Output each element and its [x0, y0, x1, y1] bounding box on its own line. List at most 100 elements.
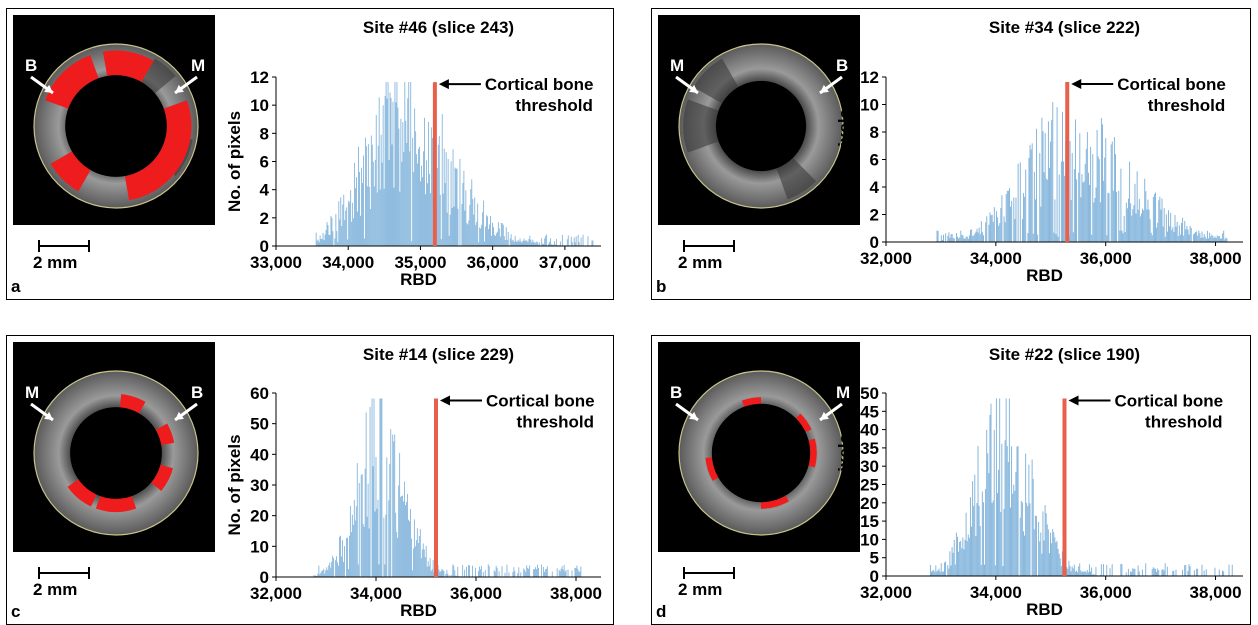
histogram-bar [1213, 237, 1215, 242]
chart-mark [44, 411, 53, 420]
histogram-bar [508, 572, 510, 577]
histogram-bar [1081, 571, 1083, 576]
histogram-bar [1003, 216, 1005, 242]
annotation-arrow-icon [440, 395, 482, 406]
histogram-bar [1099, 202, 1101, 242]
histogram-bar [1203, 570, 1205, 576]
histogram-bar [319, 235, 321, 246]
histogram-bar [1070, 199, 1072, 242]
histogram-bar [1015, 197, 1017, 242]
histogram-bar [452, 149, 454, 246]
histogram-bar [383, 188, 385, 246]
histogram-bar [545, 235, 547, 246]
histogram-bar [1074, 571, 1076, 576]
histogram-bar [357, 564, 359, 577]
histogram-bar [1205, 238, 1207, 242]
y-tick-label: 10 [860, 96, 879, 115]
histogram-bar [1120, 168, 1122, 242]
histogram-bar [1095, 187, 1097, 242]
histogram-bars [313, 398, 582, 577]
histogram-bar [358, 482, 360, 577]
chart-mark [175, 84, 184, 93]
histogram-bar [373, 398, 375, 577]
histogram-bar [1031, 459, 1033, 576]
histogram-bar [1053, 532, 1055, 576]
histogram-bar [1184, 565, 1186, 576]
histogram-bar [482, 571, 484, 577]
histogram-bar [544, 569, 546, 577]
histogram-bar [321, 570, 323, 577]
histogram-bar [541, 238, 543, 246]
histogram-bar [317, 239, 319, 246]
histogram-bar [378, 97, 380, 247]
histogram-bar [1162, 569, 1164, 576]
histogram-bar [356, 463, 358, 577]
histogram-bar [1198, 230, 1200, 242]
histogram-bar [973, 505, 975, 576]
histogram-bar [1156, 571, 1158, 576]
histogram-bar [1137, 565, 1139, 576]
histogram-bar [485, 226, 487, 246]
histogram-bar [1143, 210, 1145, 242]
histogram-bar [335, 213, 337, 246]
histogram-bar [522, 240, 524, 246]
histogram-bar [464, 210, 466, 246]
histogram-bar [367, 483, 369, 577]
threshold-annotation: threshold [517, 413, 594, 432]
histogram-bar [1137, 209, 1139, 242]
histogram-bar [495, 233, 497, 246]
histogram-bar [1058, 553, 1060, 576]
histogram-bar [537, 564, 538, 577]
histogram-bar [1105, 138, 1107, 242]
histogram-bar [1221, 238, 1223, 242]
histogram-bar [411, 570, 413, 577]
histogram-bar [449, 214, 451, 246]
histogram-bar [1005, 398, 1007, 576]
histogram-bar [1102, 124, 1104, 242]
histogram-bar [1079, 133, 1081, 242]
histogram-bar [523, 568, 525, 577]
histogram-bars [315, 82, 595, 247]
histogram-bar [1082, 571, 1084, 576]
histogram-bar [556, 239, 557, 246]
scale-bar-icon [38, 567, 90, 579]
histogram-bar [1008, 398, 1010, 576]
histogram-bar [1087, 172, 1089, 242]
histogram-bar [1146, 209, 1148, 242]
y-tick-label: 6 [870, 151, 879, 170]
histogram-bar [965, 236, 967, 242]
chart-mark [1071, 78, 1082, 89]
histogram-bar [993, 207, 995, 242]
histogram-bar [1045, 178, 1047, 242]
histogram-bar [344, 219, 346, 246]
histogram-bar [367, 143, 369, 246]
histogram-bar [382, 105, 384, 247]
histogram-bar [1122, 233, 1124, 242]
histogram-bar [1133, 205, 1135, 242]
histogram-bar [1130, 203, 1132, 242]
y-tick-label: 30 [860, 457, 879, 476]
histogram-bar [509, 238, 511, 246]
histogram-bar [577, 234, 579, 246]
histogram-bar [469, 565, 470, 577]
histogram-bar [1004, 440, 1006, 576]
histogram-bar [494, 235, 496, 246]
histogram-bar [1210, 236, 1212, 242]
histogram-bar [567, 569, 569, 577]
right-arrow-icon [819, 75, 843, 95]
histogram-bar [511, 240, 513, 246]
histogram-bar [1070, 571, 1072, 576]
histogram-bar [484, 241, 486, 246]
histogram-bar [1175, 226, 1177, 242]
histogram-bar [324, 234, 326, 246]
histogram-bar [375, 457, 377, 577]
histogram-bar [444, 183, 446, 246]
histogram-bar [1074, 119, 1076, 242]
histogram-bar [320, 239, 322, 246]
histogram-bar [488, 566, 490, 577]
histogram-bar [1035, 516, 1037, 576]
histogram-bar [1203, 234, 1205, 242]
histogram-bar [355, 506, 357, 577]
